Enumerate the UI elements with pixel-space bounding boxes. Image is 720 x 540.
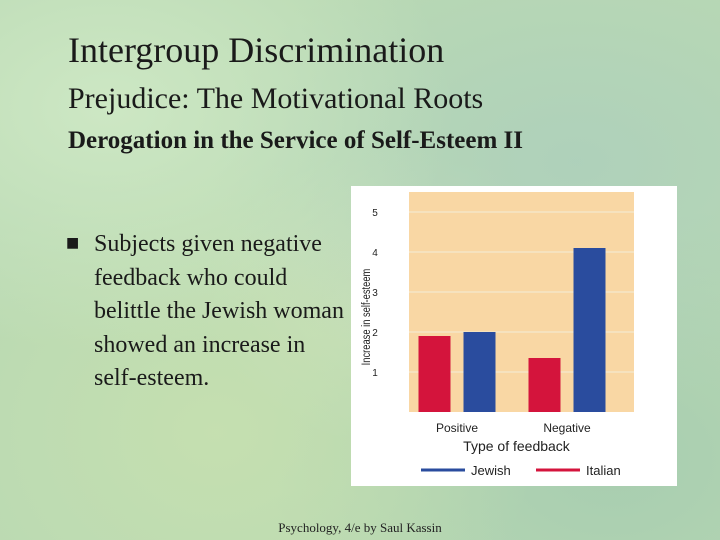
- x-category-label: Positive: [436, 421, 478, 435]
- bar-jewish-positive: [463, 332, 496, 412]
- legend-label-italian: Italian: [586, 463, 621, 478]
- y-tick-label: 5: [372, 208, 378, 219]
- legend-label-jewish: Jewish: [471, 463, 511, 478]
- bar-chart: 1 2 3 4 5 Positive Negative Increase in self-…: [351, 186, 677, 486]
- bars: [418, 248, 606, 412]
- bullet-text: Subjects given negative feedback who cou…: [94, 231, 344, 391]
- y-tick-label: 3: [372, 288, 378, 299]
- y-ticks: 1 2 3 4 5: [372, 208, 378, 379]
- bar-jewish-negative: [573, 248, 606, 412]
- slide-subtitle: Prejudice: The Motivational Roots: [68, 82, 484, 115]
- x-axis-label: Type of feedback: [463, 438, 571, 454]
- square-bullet-icon: ■: [66, 235, 80, 251]
- bar-italian-negative: [528, 358, 561, 412]
- x-category-label: Negative: [543, 421, 591, 435]
- y-axis-label: Increase in self-esteem: [360, 269, 373, 366]
- bar-chart-svg: 1 2 3 4 5 Positive Negative Increase in self-…: [360, 192, 634, 478]
- y-tick-label: 1: [372, 368, 378, 379]
- footer-credit: Psychology, 4/e by Saul Kassin: [278, 520, 442, 535]
- slide-title: Intergroup Discrimination: [68, 30, 445, 70]
- legend: Jewish Italian: [421, 463, 621, 478]
- bar-italian-positive: [418, 336, 451, 412]
- y-tick-label: 4: [372, 248, 378, 259]
- y-tick-label: 2: [372, 328, 378, 339]
- bullet-point: ■ Subjects given negative feedback who c…: [66, 228, 356, 396]
- x-categories: Positive Negative: [436, 421, 591, 435]
- slide-subheading: Derogation in the Service of Self-Esteem…: [68, 127, 524, 154]
